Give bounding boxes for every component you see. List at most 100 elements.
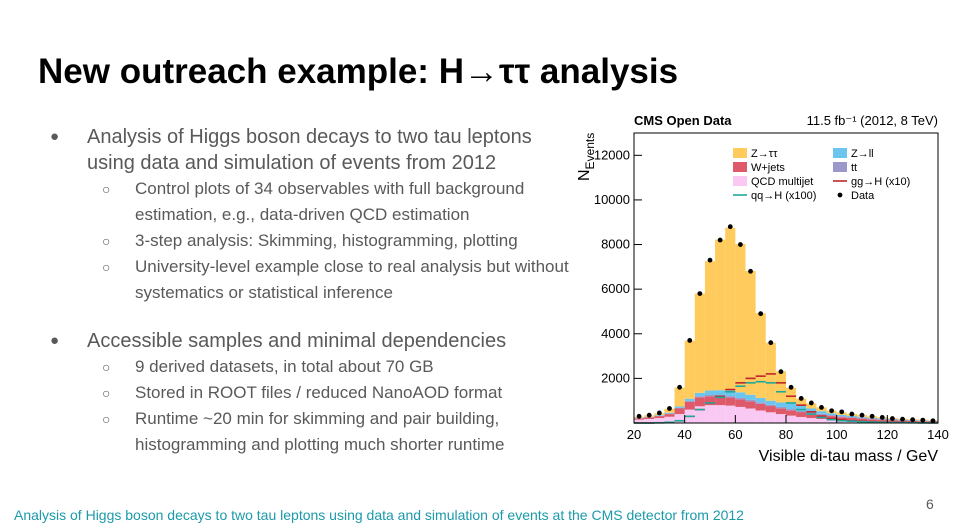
y-tick-label: 12000	[594, 147, 630, 162]
histogram-segment	[715, 396, 726, 406]
data-point	[667, 406, 672, 411]
histogram-segment	[765, 404, 776, 407]
histogram-segment	[775, 406, 786, 409]
histogram-segment	[715, 405, 726, 423]
histogram-segment	[856, 417, 868, 419]
histogram-segment	[735, 406, 746, 423]
histogram-segment	[786, 409, 797, 411]
histogram-segment	[846, 417, 857, 418]
sub-bullet: University-level example close to real a…	[50, 254, 570, 306]
histogram-segment	[775, 408, 786, 415]
histogram-segment	[826, 413, 837, 416]
histogram-segment	[674, 406, 685, 408]
histogram-segment	[654, 418, 665, 423]
legend-label: W+jets	[751, 162, 785, 174]
histogram-segment	[836, 414, 847, 417]
histogram-segment	[765, 406, 776, 413]
histogram-segment	[877, 419, 888, 422]
chart: CMS Open Data 11.5 fb⁻¹ (2012, 8 TeV) 2000…	[576, 113, 949, 465]
histogram-segment	[674, 408, 685, 415]
histogram-segment	[806, 418, 817, 423]
data-point	[798, 396, 804, 401]
histogram-segment	[694, 406, 705, 423]
histogram-segment	[735, 243, 746, 393]
data-point	[900, 416, 905, 422]
x-tick-label: 80	[779, 427, 793, 442]
data-point	[859, 412, 865, 418]
data-point	[687, 338, 693, 343]
histogram-segment	[796, 398, 807, 406]
data-point	[778, 369, 784, 375]
data-point	[869, 413, 875, 419]
histogram-segment	[694, 396, 705, 398]
histogram-segment	[796, 405, 807, 411]
histogram-segment	[725, 227, 736, 391]
data-point	[717, 237, 723, 243]
histogram-segment	[806, 403, 817, 409]
histogram-segment	[674, 414, 685, 423]
data-point	[646, 412, 652, 418]
x-tick-label: 140	[927, 427, 949, 442]
legend-label: QCD multijet	[751, 176, 813, 188]
data-point	[727, 224, 733, 230]
data-point	[879, 415, 885, 420]
histogram-segment	[704, 261, 716, 391]
histogram-segment	[836, 420, 847, 423]
histogram-segment	[867, 418, 878, 420]
histogram-segment	[654, 416, 665, 419]
histogram-segment	[634, 418, 645, 420]
histogram-segment	[735, 397, 746, 400]
histogram-segment	[796, 416, 807, 423]
histogram-segment	[826, 419, 837, 423]
histogram-segment	[634, 419, 645, 423]
histogram-segment	[644, 418, 655, 423]
data-point	[849, 411, 855, 417]
histogram-segment	[684, 400, 695, 402]
histogram-segment	[765, 342, 776, 401]
bullet: Accessible samples and minimal dependenc…	[50, 328, 570, 354]
x-tick-label: 100	[826, 427, 848, 442]
legend-label: tt	[851, 162, 857, 174]
x-tick-label: 20	[627, 427, 641, 442]
data-point	[819, 404, 824, 410]
data-point	[768, 340, 774, 346]
histogram-segment	[664, 412, 675, 414]
histogram-segment	[846, 415, 857, 418]
histogram-segment	[806, 412, 817, 414]
histogram-segment	[856, 418, 868, 422]
slide-title: New outreach example: H→ττ analysis	[38, 52, 679, 91]
y-axis-label-sub: Events	[583, 133, 597, 170]
histogram-segment	[755, 403, 766, 411]
data-point	[788, 384, 794, 390]
legend-label: Z→ll	[851, 148, 874, 160]
legend-label: qq→H (x100)	[751, 190, 816, 202]
data-point	[707, 257, 713, 263]
histogram-segment	[715, 239, 726, 391]
histogram-segment	[887, 420, 898, 422]
data-point	[636, 413, 642, 419]
histogram-segment	[765, 400, 776, 405]
y-axis-label: NEvents	[576, 133, 597, 181]
histogram-segment	[664, 414, 675, 417]
sub-bullet: Control plots of 34 observables with ful…	[50, 176, 570, 228]
histogram-segment	[684, 340, 695, 399]
x-tick-label: 120	[876, 427, 898, 442]
histogram-segment	[704, 396, 716, 406]
histogram-segment	[654, 415, 665, 416]
histogram-segment	[755, 313, 766, 398]
y-tick-label: 2000	[601, 370, 630, 385]
sub-bullet: Stored in ROOT files / reduced NanoAOD f…	[50, 380, 570, 406]
legend-swatch	[833, 162, 847, 172]
histogram-segment	[725, 396, 736, 398]
histogram-segment	[664, 416, 675, 423]
sub-bullet: 3-step analysis: Skimming, histogramming…	[50, 228, 570, 254]
histogram-segment	[704, 395, 716, 397]
histogram-segment	[745, 401, 756, 409]
histogram-segment	[745, 270, 756, 395]
histogram-segment	[715, 390, 726, 396]
histogram-segment	[755, 410, 766, 423]
footer: Analysis of Higgs boson decays to two ta…	[14, 507, 744, 523]
histogram-segment	[644, 417, 655, 419]
histogram-segment	[846, 417, 857, 421]
histogram-segment	[826, 415, 837, 417]
